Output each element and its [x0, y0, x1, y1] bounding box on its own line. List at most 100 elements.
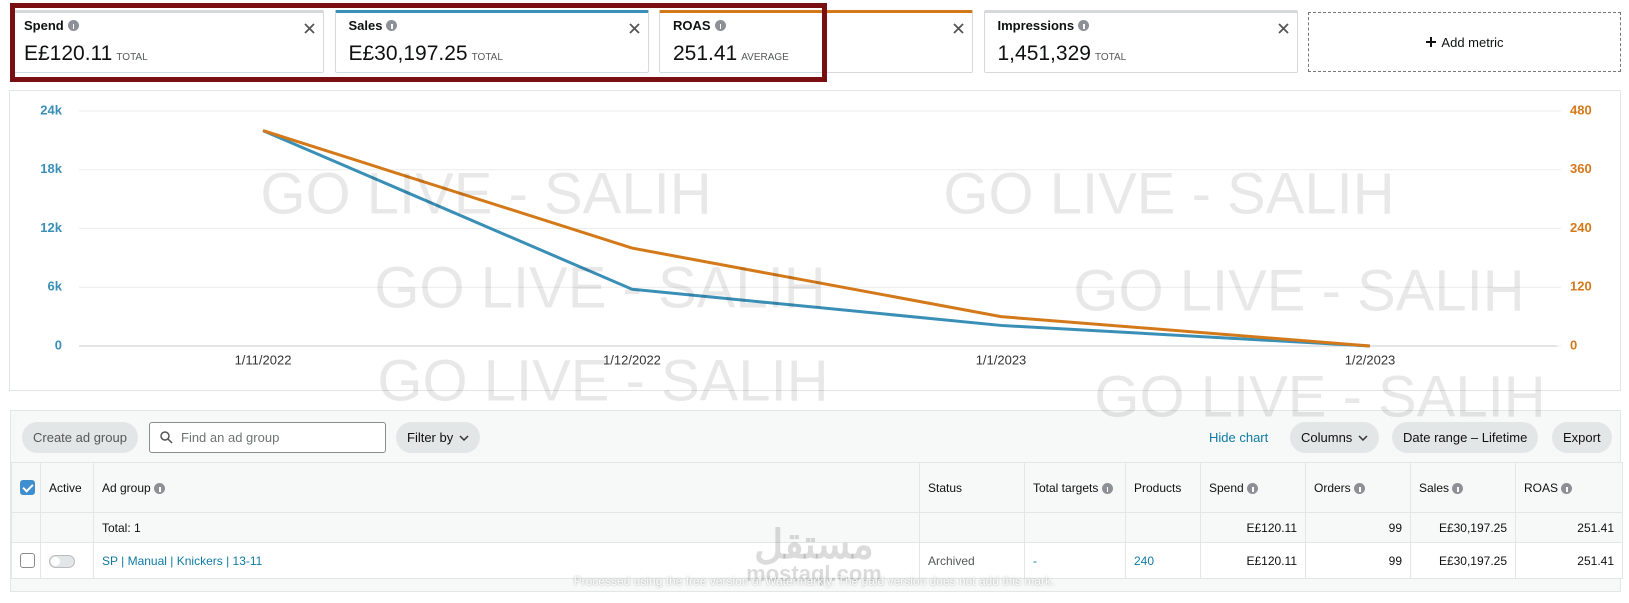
metric-value-row: 251.41 AVERAGE	[673, 42, 959, 66]
info-icon	[386, 20, 398, 31]
y-tick-label: 18k	[40, 161, 62, 176]
cell	[11, 512, 41, 543]
metric-name: Impressions	[997, 18, 1075, 33]
y2-tick-label: 480	[1570, 102, 1592, 117]
roas: 251.41	[1515, 542, 1623, 579]
x-tick-label: 1/11/2022	[235, 352, 292, 367]
close-icon[interactable]	[628, 23, 640, 34]
info-icon	[714, 20, 726, 31]
data-row: SP | Manual | Knickers | 13-11 Archived …	[11, 542, 1623, 579]
metric-value: 1,451,329	[997, 42, 1091, 65]
cell	[40, 512, 94, 543]
column-header-label: Sales	[1419, 480, 1450, 495]
y-tick-label: 6k	[48, 279, 63, 294]
cell	[1125, 512, 1201, 543]
column-header: Spend	[1200, 462, 1306, 513]
filter-button[interactable]: Filter by	[396, 422, 481, 453]
metric-value: E£120.11	[24, 42, 113, 65]
metric-name-row: Spend	[24, 18, 310, 33]
column-header-label: Ad group	[102, 480, 151, 495]
column-header-label: Status	[928, 480, 963, 495]
orders: 99	[1305, 542, 1411, 579]
series-line	[262, 129, 1371, 348]
column-header-label: ROAS	[1524, 480, 1559, 495]
add-metric-label: Add metric	[1441, 34, 1504, 50]
close-icon[interactable]	[1277, 23, 1289, 34]
column-header-label: Active	[49, 480, 82, 495]
active-toggle[interactable]	[49, 554, 75, 568]
total-sales: E£30,197.25	[1410, 512, 1516, 543]
total-roas: 251.41	[1515, 512, 1623, 543]
y-tick-label: 24k	[40, 102, 62, 117]
metric-name: Sales	[348, 18, 383, 33]
column-header-label: Orders	[1314, 480, 1351, 495]
metric-name: Spend	[24, 18, 64, 33]
products[interactable]: 240	[1125, 542, 1201, 579]
total-label: Total: 1	[93, 512, 920, 543]
column-header-label: Total targets	[1033, 480, 1099, 495]
metric-card[interactable]: Spend E£120.11 TOTAL	[10, 10, 324, 73]
close-icon[interactable]	[304, 23, 315, 34]
column-header: Orders	[1305, 462, 1411, 513]
info-icon	[67, 20, 79, 31]
search-box[interactable]: Find an ad group	[149, 422, 386, 453]
metric-name-row: Sales	[349, 18, 635, 33]
close-glyph	[1277, 23, 1289, 34]
metric-aggregate: TOTAL	[1094, 52, 1127, 63]
chevron	[1358, 434, 1368, 441]
spend: E£120.11	[1200, 542, 1306, 579]
column-header: Active	[40, 462, 94, 513]
column-header: Status	[919, 462, 1025, 513]
x-tick-label: 1/12/2022	[603, 352, 661, 367]
metric-card[interactable]: ROAS 251.41 AVERAGE	[659, 10, 973, 73]
create-ad-group-button[interactable]: Create ad group	[22, 422, 138, 453]
metric-value-row: E£30,197.25 TOTAL	[349, 42, 635, 66]
columns-button[interactable]: Columns	[1290, 422, 1380, 453]
y2-tick-label: 360	[1570, 161, 1592, 176]
total-spend: E£120.11	[1200, 512, 1306, 543]
button-label: Columns	[1301, 430, 1353, 445]
info-icon	[1452, 482, 1464, 494]
y2-tick-label: 120	[1570, 279, 1592, 294]
button-label: Create ad group	[33, 430, 127, 445]
metric-aggregate: TOTAL	[471, 52, 503, 63]
column-header-label: Spend	[1209, 480, 1244, 495]
header-row: Active Ad group Status Total targets Produ…	[11, 462, 1623, 513]
info-icon	[1561, 482, 1573, 494]
export-button[interactable]: Export	[1552, 422, 1612, 453]
hide-chart-link[interactable]: Hide chart	[1209, 430, 1269, 445]
button-label: Date range – Lifetime	[1403, 430, 1528, 445]
close-glyph	[304, 23, 315, 34]
ad-group-table: Active Ad group Status Total targets Produ…	[11, 462, 1623, 579]
metric-name: ROAS	[673, 18, 711, 33]
total-targets[interactable]: -	[1024, 542, 1126, 579]
metric-card[interactable]: Impressions 1,451,329 TOTAL	[983, 10, 1298, 73]
close-glyph	[628, 23, 640, 34]
add-metric-button[interactable]: Add metric	[1308, 12, 1621, 72]
checkbox[interactable]	[20, 480, 35, 496]
metric-card[interactable]: Sales E£30,197.25 TOTAL	[334, 10, 649, 73]
metric-aggregate: TOTAL	[116, 52, 148, 63]
close-icon[interactable]	[953, 23, 964, 34]
column-header: Sales	[1410, 462, 1516, 513]
info-icon	[1247, 482, 1259, 494]
button-label: Export	[1563, 430, 1601, 445]
chart-panel: 0 6k 12k 18k 24k 0 120 240 360 480 1/11/2022 1/12/2…	[9, 90, 1621, 391]
active-cell	[40, 542, 94, 579]
chevron	[459, 434, 469, 441]
ad-group-link[interactable]: SP | Manual | Knickers | 13-11	[93, 542, 920, 579]
button-label: Filter by	[407, 430, 454, 445]
column-header: ROAS	[1515, 462, 1623, 513]
sales: E£30,197.25	[1410, 542, 1516, 579]
column-header: Total targets	[1024, 462, 1126, 513]
series-line	[262, 129, 1371, 348]
date-range-button[interactable]: Date range – Lifetime	[1392, 422, 1539, 453]
info-icon	[154, 482, 166, 494]
info-icon	[1101, 482, 1113, 494]
checkbox[interactable]	[20, 553, 35, 569]
metric-value-row: 1,451,329 TOTAL	[998, 42, 1284, 66]
search-icon	[160, 431, 173, 444]
metric-name-row: Impressions	[998, 18, 1284, 33]
